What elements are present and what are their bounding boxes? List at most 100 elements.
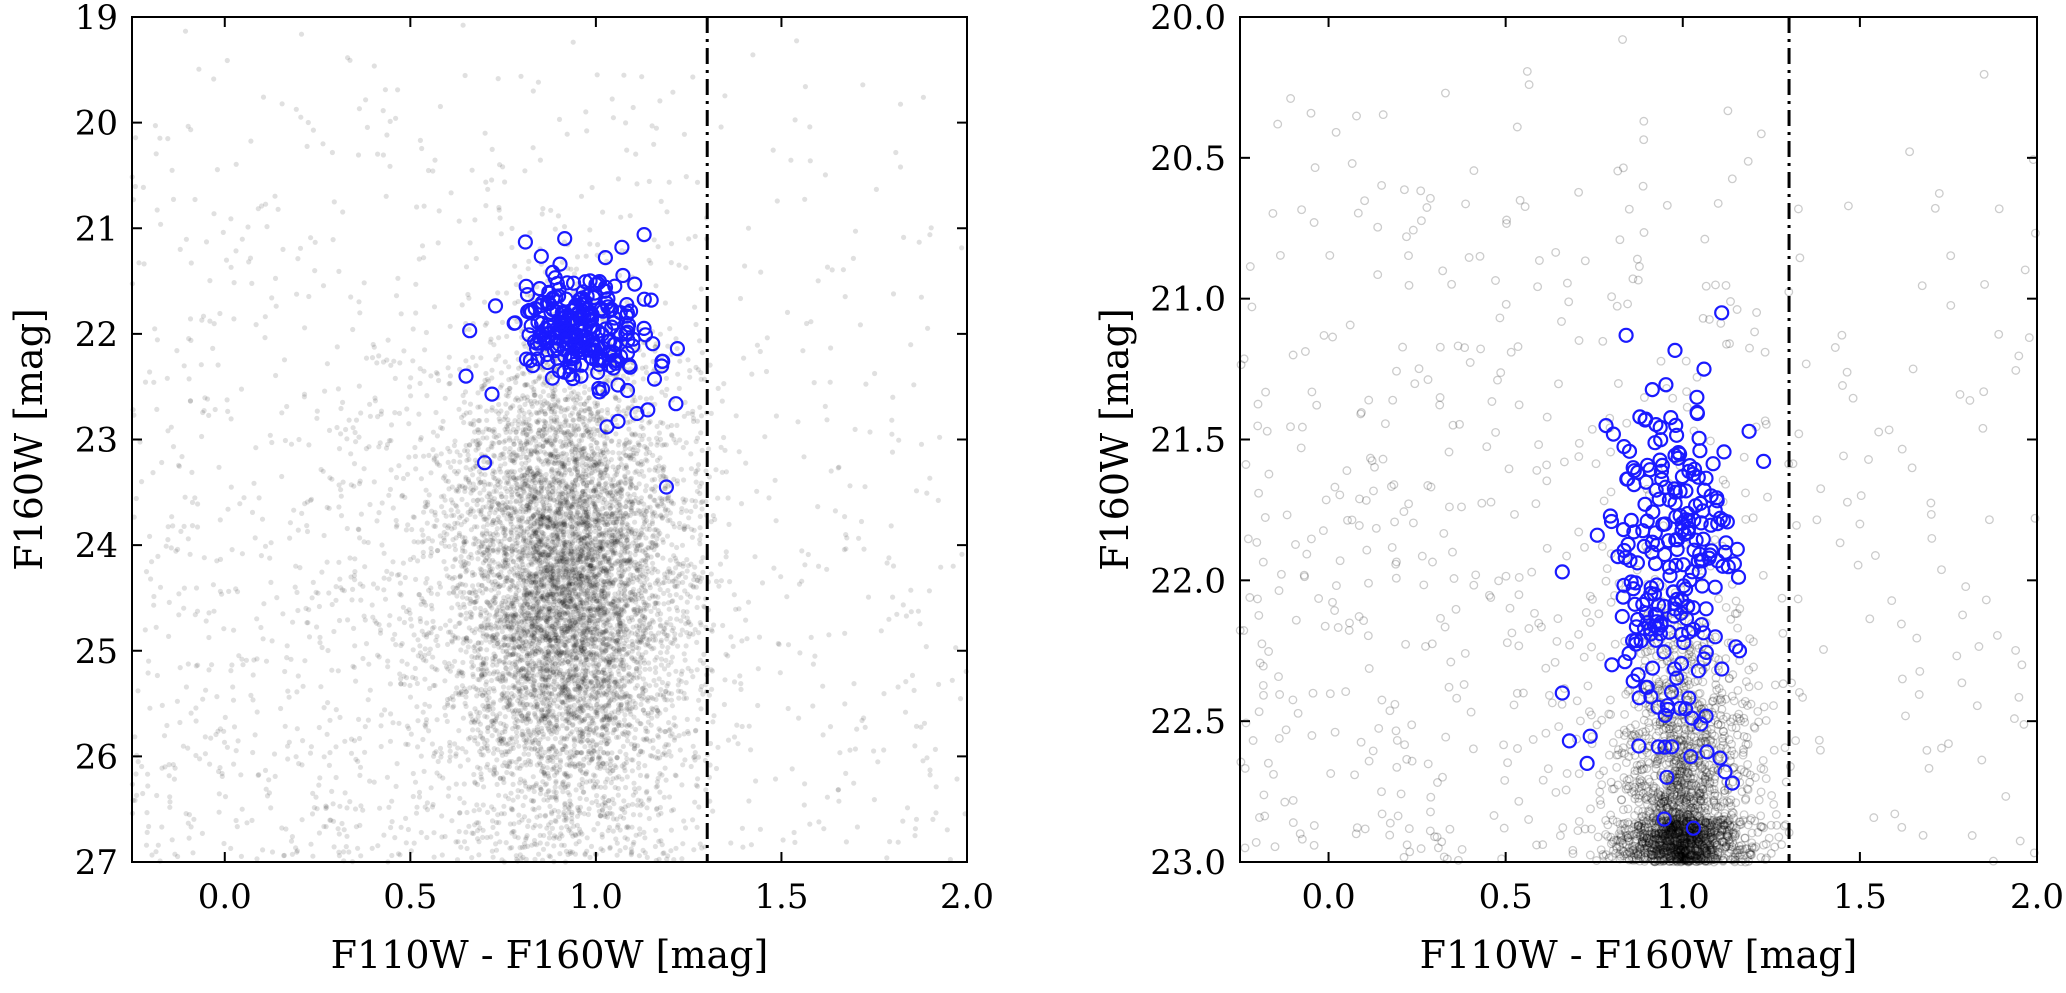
background-star (828, 468, 834, 474)
background-star (556, 116, 563, 122)
background-star (603, 702, 610, 709)
background-star (286, 694, 292, 700)
background-star (299, 510, 305, 516)
background-star (820, 683, 826, 689)
background-star (393, 517, 399, 524)
background-star (537, 832, 543, 839)
background-star (835, 787, 841, 793)
background-star (670, 625, 677, 631)
background-star (418, 476, 424, 482)
background-star (490, 824, 496, 831)
background-star (548, 819, 554, 825)
background-star (535, 590, 541, 596)
background-star (600, 540, 606, 546)
background-star (603, 480, 609, 486)
background-star (669, 703, 676, 709)
background-star (455, 745, 461, 751)
background-star (521, 666, 527, 673)
background-star (185, 745, 191, 751)
background-star (308, 744, 314, 750)
background-star (933, 810, 939, 816)
background-star (678, 595, 684, 601)
background-star (451, 468, 458, 474)
background-star (450, 500, 456, 506)
background-star (419, 527, 425, 533)
background-star (513, 429, 519, 435)
background-star (178, 528, 184, 535)
background-star (422, 347, 428, 353)
background-star (337, 576, 343, 582)
background-star (579, 717, 586, 724)
background-star (889, 431, 895, 437)
background-star (496, 401, 502, 408)
background-star (543, 662, 550, 668)
background-star (624, 774, 630, 780)
background-star (221, 728, 227, 734)
background-star (350, 326, 356, 333)
background-star (547, 491, 553, 497)
background-star (576, 416, 583, 422)
background-star (472, 514, 478, 520)
background-star (580, 552, 586, 558)
background-star (165, 136, 171, 142)
background-star (477, 566, 483, 572)
background-star (827, 379, 833, 385)
background-star (596, 477, 603, 483)
background-star (278, 705, 284, 712)
background-star (369, 355, 376, 361)
background-star (579, 548, 585, 554)
background-star (393, 474, 400, 481)
background-star (792, 839, 798, 846)
background-star (421, 453, 427, 459)
background-star (536, 639, 542, 646)
background-star (681, 477, 687, 483)
background-star (653, 682, 659, 688)
background-star (653, 827, 659, 833)
background-star (875, 759, 881, 765)
background-star (734, 722, 740, 728)
background-star (694, 667, 700, 673)
background-star (342, 790, 348, 796)
background-star (426, 703, 432, 709)
background-star (717, 561, 724, 567)
background-star (512, 507, 518, 513)
background-star (515, 724, 521, 731)
background-star (525, 266, 531, 272)
background-star (390, 636, 396, 642)
background-star (144, 810, 150, 816)
background-star (613, 467, 619, 473)
background-star (567, 753, 573, 760)
background-star (515, 788, 521, 794)
background-star (614, 695, 620, 701)
background-star (511, 449, 517, 455)
background-star (191, 816, 197, 822)
background-star (456, 218, 462, 224)
background-star (617, 627, 624, 633)
background-star (695, 462, 702, 468)
background-star (259, 516, 266, 522)
background-star (304, 143, 310, 149)
background-star (472, 605, 478, 611)
background-star (649, 570, 655, 576)
background-star (615, 603, 621, 609)
background-star (645, 568, 651, 575)
background-star (347, 799, 353, 805)
background-star (243, 657, 249, 663)
background-star (852, 746, 859, 752)
background-star (654, 612, 661, 618)
background-star (420, 598, 426, 604)
background-star (694, 179, 701, 185)
background-star (511, 603, 517, 609)
background-star (382, 707, 388, 713)
background-star (618, 573, 624, 579)
background-star (419, 243, 426, 249)
background-star (666, 794, 673, 800)
background-star (592, 582, 598, 588)
background-star (482, 713, 488, 719)
background-star (411, 840, 417, 846)
background-star (550, 649, 556, 655)
background-star (658, 419, 664, 425)
background-star (545, 580, 551, 586)
background-star (471, 571, 478, 578)
